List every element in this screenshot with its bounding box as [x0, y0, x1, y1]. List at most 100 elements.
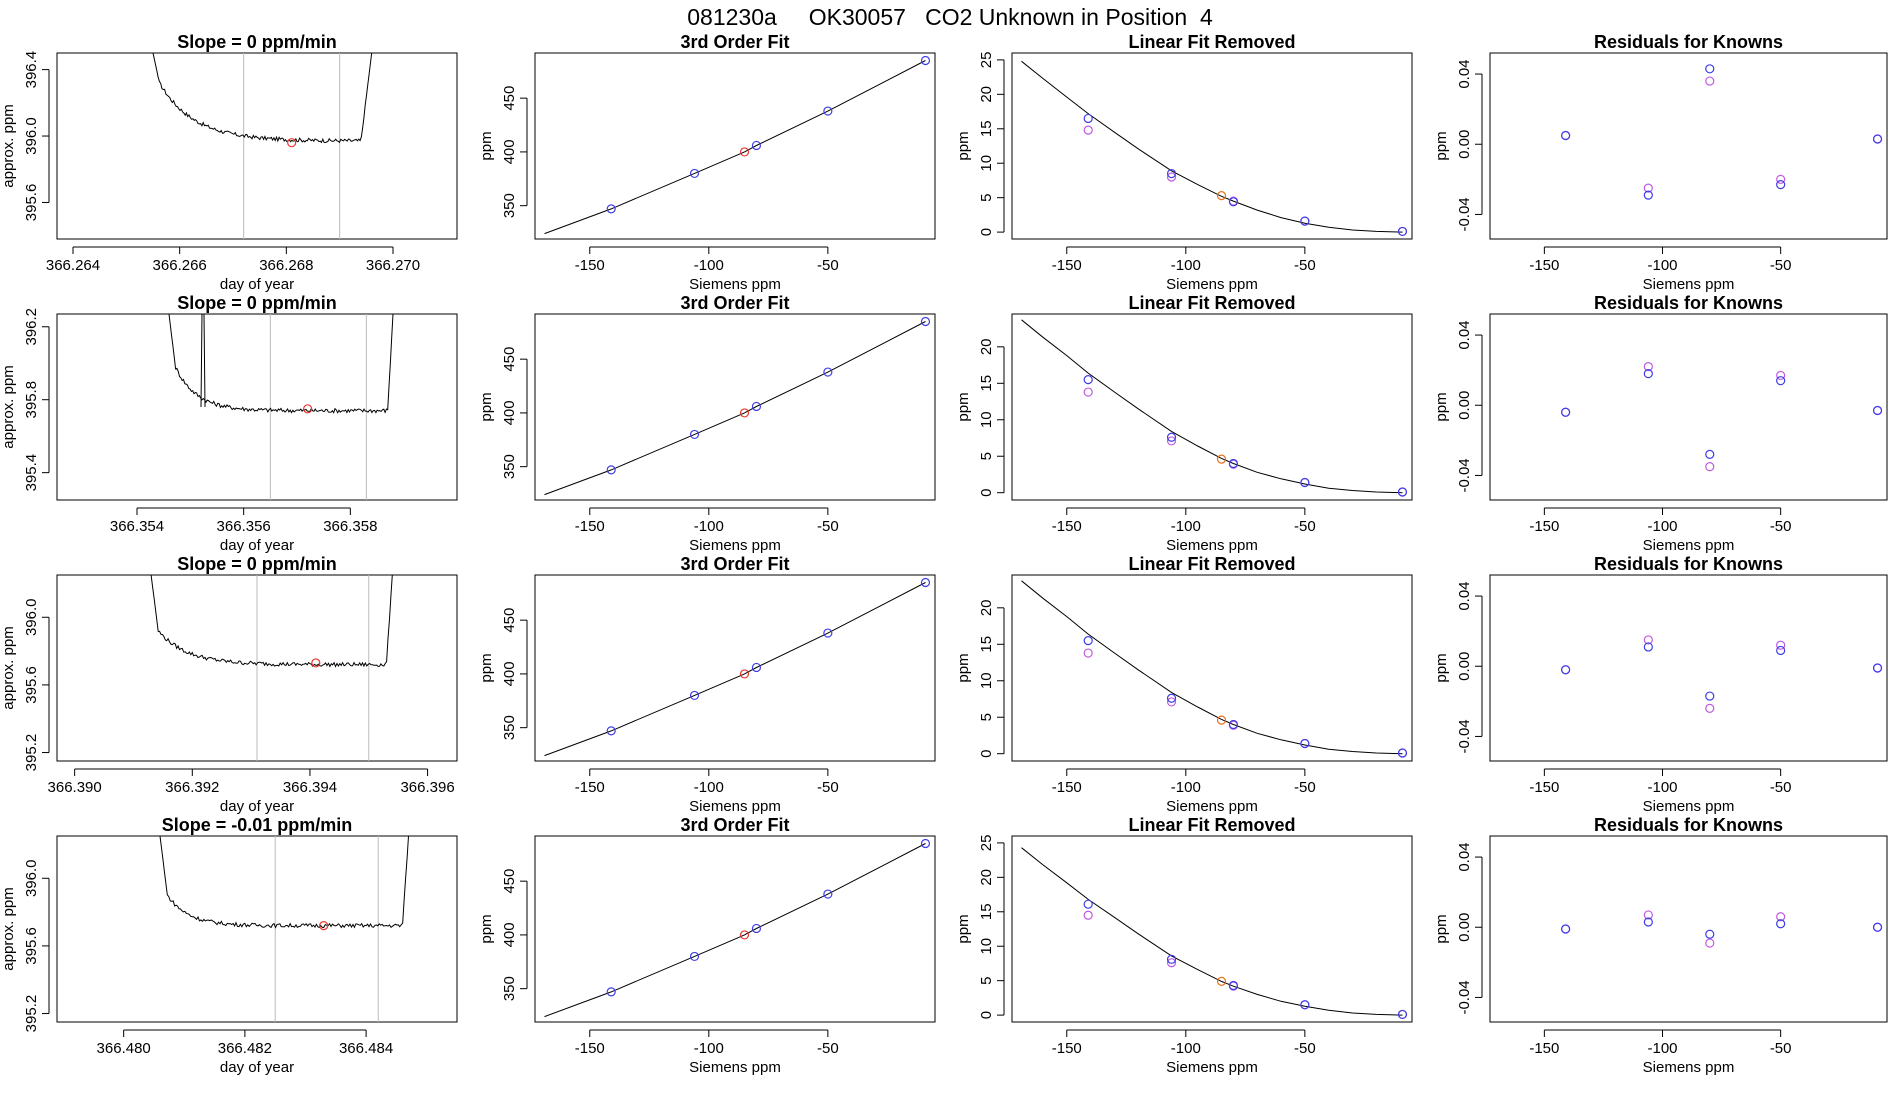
known-standard-point-alt [1776, 174, 1786, 184]
y-tick-label: -0.04 [1456, 458, 1473, 492]
x-axis-label: day of year [220, 798, 294, 815]
known-standard-point [823, 889, 833, 899]
plot-area [1561, 635, 1883, 713]
x-tick-label: -100 [1171, 779, 1201, 796]
x-tick-label: -100 [1647, 257, 1677, 274]
plot-frame [56, 313, 458, 501]
panel-14: Residuals for Knowns -150 -100 -50 Siemens p… [1433, 293, 1888, 554]
y-tick-label: 350 [501, 454, 518, 479]
known-standard-point-alt [1643, 183, 1653, 193]
unknown-sample-point [319, 921, 329, 931]
panel-title: 3rd Order Fit [680, 293, 789, 313]
panel-title: 3rd Order Fit [680, 32, 789, 52]
panel-title: Slope = -0.01 ppm/min [162, 815, 353, 835]
y-tick-label: 0.04 [1456, 581, 1473, 610]
known-standard-point [1083, 899, 1093, 909]
known-standard-point [1166, 168, 1177, 179]
x-tick-label: -50 [817, 1040, 839, 1057]
plot-area [1561, 362, 1883, 472]
y-axis-label: approx. ppm [0, 887, 17, 970]
y-axis-label: ppm [1433, 392, 1450, 421]
plot-area [1561, 64, 1883, 200]
panel-12: Linear Fit Removed -150 -100 -50 Siemens ppm… [955, 815, 1413, 1076]
y-tick-label: 15 [978, 375, 995, 392]
trace-spike [200, 314, 206, 408]
known-standard-point [1083, 636, 1093, 646]
known-standard-point [1166, 954, 1177, 964]
known-standard-point [1300, 1000, 1310, 1010]
x-axis-label: day of year [220, 1059, 294, 1076]
known-standard-point [1397, 226, 1408, 237]
x-tick-label: -150 [1529, 779, 1559, 796]
x-axis-label: Siemens ppm [1643, 1059, 1735, 1076]
x-axis-label: Siemens ppm [1643, 276, 1735, 293]
panel-title: Linear Fit Removed [1128, 32, 1295, 52]
y-tick-label: 0.00 [1456, 391, 1473, 420]
y-tick-label: 400 [501, 400, 518, 425]
panel-title: Residuals for Knowns [1594, 32, 1783, 52]
known-standard-point [1776, 376, 1786, 386]
known-standard-point [1643, 190, 1653, 200]
x-tick-label: -100 [1647, 518, 1677, 535]
known-standard-point [1397, 487, 1408, 497]
plot-frame [1011, 835, 1413, 1023]
plot-area [1021, 319, 1408, 497]
fit-curve [1021, 60, 1403, 233]
y-tick-label: 10 [978, 155, 995, 172]
y-tick-label: 395.6 [23, 666, 40, 704]
unknown-sample-point [739, 669, 750, 679]
panel-11: Linear Fit Removed -150 -100 -50 Siemens ppm… [955, 554, 1413, 815]
x-tick-label: -50 [1294, 257, 1316, 274]
plot-frame [534, 52, 936, 240]
x-tick-label: -150 [1529, 257, 1559, 274]
fit-curve [544, 60, 926, 235]
panel-title: Linear Fit Removed [1128, 815, 1295, 835]
plot-frame [1489, 574, 1888, 762]
known-standard-point-alt [1643, 635, 1653, 645]
y-tick-label: 0 [978, 228, 995, 236]
x-tick-label: -150 [575, 257, 605, 274]
y-tick-label: 20 [978, 338, 995, 355]
y-tick-label: 0.00 [1456, 913, 1473, 942]
x-tick-label: -150 [1529, 1040, 1559, 1057]
x-tick-label: 366.270 [366, 257, 420, 274]
y-axis-label: ppm [1433, 131, 1450, 160]
known-standard-point [751, 923, 762, 934]
y-tick-label: 20 [978, 86, 995, 103]
known-standard-point-alt [1643, 910, 1653, 920]
panel-15: Residuals for Knowns -150 -100 -50 Siemens p… [1433, 554, 1888, 815]
x-tick-label: -100 [1171, 257, 1201, 274]
x-tick-label: 366.396 [400, 779, 454, 796]
x-tick-label: -50 [817, 518, 839, 535]
panel-title: Slope = 0 ppm/min [177, 32, 337, 52]
trace-line [168, 314, 394, 414]
known-standard-point [606, 204, 616, 214]
known-standard-point [1643, 369, 1653, 379]
plot-area [152, 53, 373, 239]
y-tick-label: 0 [978, 750, 995, 758]
x-tick-label: -50 [1770, 518, 1792, 535]
y-tick-label: 396.2 [23, 308, 40, 346]
y-tick-label: 395.6 [23, 184, 40, 222]
plot-frame [1489, 313, 1888, 501]
known-standard-point-alt [1776, 640, 1786, 650]
y-tick-label: 0.04 [1456, 59, 1473, 88]
unknown-sample-point [303, 404, 313, 414]
x-tick-label: 366.266 [153, 257, 207, 274]
x-tick-label: -100 [1171, 518, 1201, 535]
y-tick-label: 25 [978, 835, 995, 852]
fit-curve [1021, 847, 1403, 1016]
x-tick-label: 366.356 [217, 518, 271, 535]
y-tick-label: 395.2 [23, 995, 40, 1033]
known-standard-point [751, 401, 762, 412]
y-tick-label: 10 [978, 938, 995, 955]
x-tick-label: -50 [1770, 1040, 1792, 1057]
y-tick-label: 0.00 [1456, 130, 1473, 159]
panel-title: Residuals for Knowns [1594, 554, 1783, 574]
x-axis-label: Siemens ppm [689, 276, 781, 293]
panel-title: Residuals for Knowns [1594, 293, 1783, 313]
known-standard-point [1872, 134, 1883, 144]
x-tick-label: -150 [1052, 257, 1082, 274]
y-tick-label: 450 [501, 86, 518, 111]
known-standard-point [1228, 197, 1239, 207]
